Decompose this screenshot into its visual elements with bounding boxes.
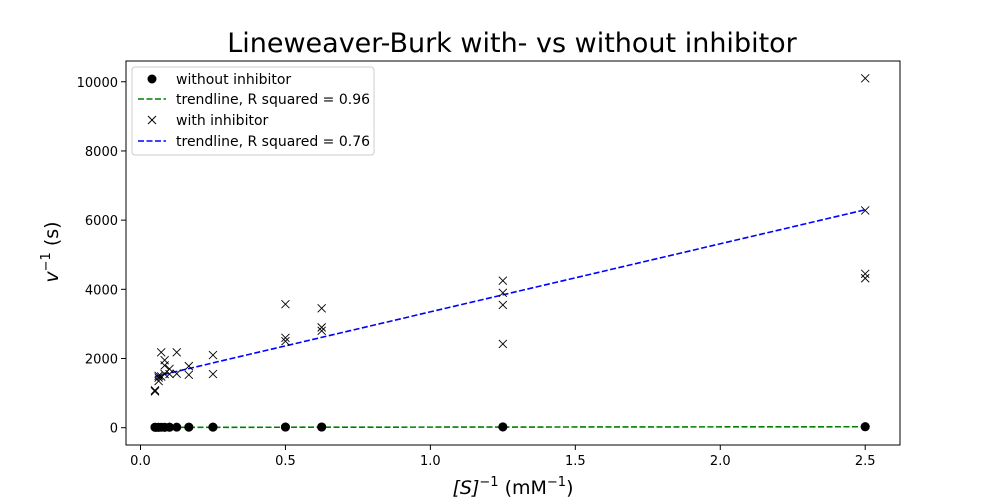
legend-entry-trendline-blue: trendline, R squared = 0.76 — [138, 134, 370, 150]
trendline-3 — [154, 208, 866, 378]
y-tick-label: 4000 — [85, 283, 118, 298]
point-with-inhibitor — [281, 299, 290, 309]
point-with-inhibitor — [150, 387, 160, 396]
legend-label-trendline-blue: trendline, R squared = 0.76 — [176, 134, 370, 150]
point-with-inhibitor — [184, 361, 194, 371]
x-axis-label-base-exponent: −1 — [479, 475, 498, 490]
x-axis-label: [S]−1 (mM−1) — [452, 475, 573, 499]
legend: without inhibitor trendline, R squared =… — [131, 66, 375, 156]
legend-label-with-inhibitor: with inhibitor — [176, 113, 269, 129]
point-with-inhibitor — [317, 326, 326, 336]
point-with-inhibitor — [498, 339, 508, 349]
point-with-inhibitor — [208, 369, 218, 379]
x-tick-label: 0.5 — [275, 454, 296, 469]
x-tick-label: 2.0 — [710, 454, 731, 469]
point-with-inhibitor — [172, 347, 182, 357]
x-tick-label: 1.0 — [420, 454, 441, 469]
point-without-inhibitor — [172, 422, 182, 432]
legend-entry-without-inhibitor: without inhibitor — [147, 72, 291, 88]
y-tick-label: 2000 — [85, 353, 118, 368]
legend-x-marker — [147, 115, 157, 125]
y-tick-label: 0 — [110, 422, 118, 437]
y-axis-label-unit: (s) — [41, 221, 63, 252]
chart-title: Lineweaver-Burk with- vs without inhibit… — [227, 28, 797, 59]
legend-label-without-inhibitor: without inhibitor — [176, 72, 291, 88]
legend-entry-with-inhibitor: with inhibitor — [147, 113, 269, 129]
point-with-inhibitor — [160, 361, 169, 370]
point-with-inhibitor — [154, 373, 163, 382]
x-axis-label-unit: (mM — [499, 477, 547, 499]
point-with-inhibitor — [184, 370, 194, 380]
point-with-inhibitor — [154, 371, 163, 381]
trendline-1 — [154, 425, 866, 429]
y-axis-ticks: 0 2000 4000 6000 8000 10000 — [77, 76, 126, 437]
point-with-inhibitor — [317, 323, 326, 332]
point-without-inhibitor — [317, 422, 327, 432]
point-with-inhibitor — [165, 369, 174, 379]
plot-frame — [125, 60, 901, 446]
point-with-inhibitor — [860, 206, 870, 215]
x-axis-label-base: [S] — [452, 477, 479, 499]
y-axis-label: v−1 (s) — [39, 221, 63, 282]
point-without-inhibitor — [860, 422, 870, 432]
point-with-inhibitor — [860, 269, 870, 279]
legend-box — [131, 66, 375, 156]
y-tick-label: 6000 — [85, 214, 118, 229]
data-points — [150, 73, 870, 432]
y-axis-label-exponent: −1 — [39, 252, 54, 271]
x-tick-label: 2.5 — [855, 454, 876, 469]
point-without-inhibitor — [280, 422, 290, 432]
x-axis-label-close: ) — [566, 477, 573, 499]
x-tick-label: 1.5 — [565, 454, 586, 469]
x-axis-ticks: 0.0 0.5 1.0 1.5 2.0 2.5 — [130, 445, 876, 469]
point-with-inhibitor — [150, 386, 160, 395]
point-with-inhibitor — [172, 369, 182, 379]
point-with-inhibitor — [317, 304, 326, 313]
point-without-inhibitor — [184, 422, 194, 432]
y-axis-label-base: v — [41, 271, 63, 283]
point-without-inhibitor — [208, 422, 218, 432]
point-with-inhibitor — [281, 336, 290, 346]
point-with-inhibitor — [208, 350, 218, 360]
point-without-inhibitor — [164, 422, 174, 432]
legend-circle-marker — [147, 74, 157, 84]
x-tick-label: 0.0 — [130, 454, 151, 469]
trendlines — [154, 208, 866, 429]
y-tick-label: 8000 — [85, 145, 118, 160]
x-axis-label-unit-exponent: −1 — [547, 475, 566, 490]
point-with-inhibitor — [860, 273, 870, 283]
point-with-inhibitor — [156, 347, 166, 357]
point-with-inhibitor — [498, 300, 508, 310]
point-with-inhibitor — [860, 73, 870, 83]
point-with-inhibitor — [281, 333, 290, 343]
legend-entry-trendline-green: trendline, R squared = 0.96 — [138, 92, 370, 108]
point-with-inhibitor — [498, 288, 508, 298]
point-with-inhibitor — [498, 276, 508, 285]
point-without-inhibitor — [498, 422, 508, 432]
y-tick-label: 10000 — [77, 76, 118, 91]
legend-label-trendline-green: trendline, R squared = 0.96 — [176, 92, 370, 108]
